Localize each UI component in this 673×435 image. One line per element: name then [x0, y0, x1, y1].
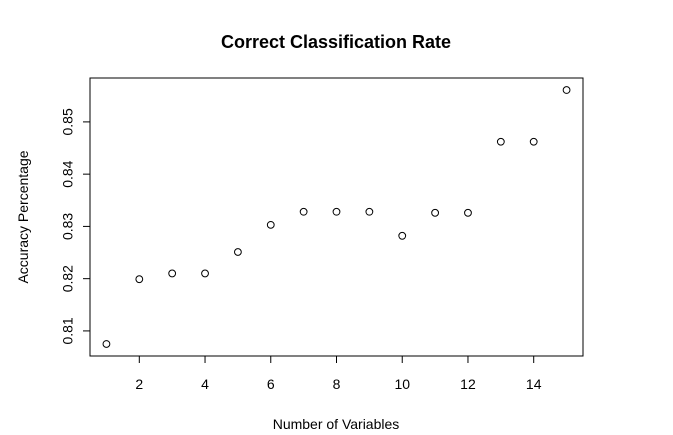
y-axis-label: Accuracy Percentage	[15, 150, 31, 283]
data-point	[530, 138, 537, 145]
x-axis: 2 4 6 8 10 12 14	[135, 356, 541, 392]
data-point	[333, 208, 340, 215]
data-point	[300, 208, 307, 215]
y-axis: 0.81 0.82 0.83 0.84 0.85	[60, 108, 90, 344]
data-point	[366, 208, 373, 215]
x-axis-label: Number of Variables	[273, 416, 400, 432]
x-tick-label: 12	[460, 376, 476, 392]
data-point	[202, 270, 209, 277]
y-tick-label: 0.83	[60, 213, 76, 240]
x-tick-label: 14	[526, 376, 542, 392]
data-point	[497, 138, 504, 145]
chart-title: Correct Classification Rate	[221, 32, 451, 52]
data-point	[465, 209, 472, 216]
plot-frame	[90, 78, 583, 356]
y-tick-label: 0.82	[60, 265, 76, 292]
x-tick-label: 4	[201, 376, 209, 392]
data-point	[169, 270, 176, 277]
data-point	[103, 341, 110, 348]
data-point	[563, 87, 570, 94]
x-tick-label: 8	[333, 376, 341, 392]
data-point	[432, 209, 439, 216]
y-tick-label: 0.81	[60, 317, 76, 344]
y-tick-label: 0.85	[60, 108, 76, 135]
x-tick-label: 10	[394, 376, 410, 392]
data-point	[235, 249, 242, 256]
x-tick-label: 2	[135, 376, 143, 392]
x-tick-label: 6	[267, 376, 275, 392]
data-point	[399, 232, 406, 239]
data-point	[267, 221, 274, 228]
data-points	[103, 87, 570, 348]
y-tick-label: 0.84	[60, 160, 76, 187]
data-point	[136, 276, 143, 283]
